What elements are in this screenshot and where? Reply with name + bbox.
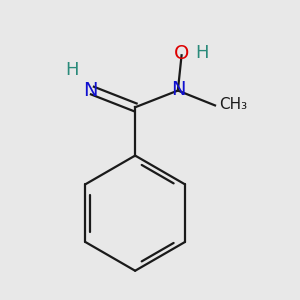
Text: H: H	[195, 44, 209, 62]
Text: N: N	[171, 80, 186, 99]
Text: O: O	[174, 44, 189, 63]
Text: N: N	[83, 81, 98, 100]
Text: CH₃: CH₃	[219, 97, 247, 112]
Text: H: H	[65, 61, 79, 79]
